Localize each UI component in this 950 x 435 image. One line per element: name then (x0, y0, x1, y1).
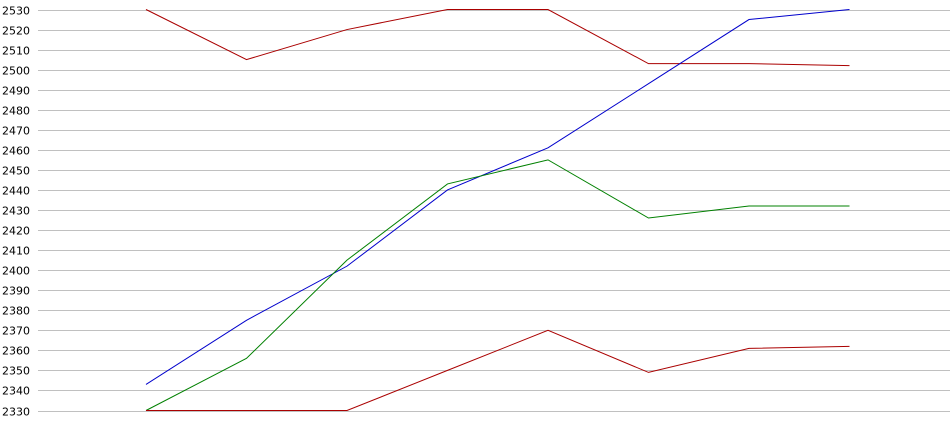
y-tick-label: 2370 (2, 325, 30, 338)
y-tick-label: 2340 (2, 385, 30, 398)
y-tick-label: 2490 (2, 85, 30, 98)
y-tick-label: 2360 (2, 345, 30, 358)
series-line-3 (145, 159, 850, 411)
y-tick-label: 2420 (2, 225, 30, 238)
y-tick-label: 2520 (2, 25, 30, 38)
y-tick-label: 2510 (2, 45, 30, 58)
y-tick-label: 2480 (2, 105, 30, 118)
y-tick-label: 2380 (2, 305, 30, 318)
series-lines (145, 9, 850, 411)
y-tick-label: 2530 (2, 5, 30, 18)
y-tick-label: 2430 (2, 205, 30, 218)
y-tick-label: 2500 (2, 65, 30, 78)
y-tick-label: 2350 (2, 365, 30, 378)
y-tick-label: 2330 (2, 406, 30, 419)
y-tick-label: 2390 (2, 285, 30, 298)
series-line-2 (145, 9, 850, 385)
y-axis-tick-labels: 2330 2340 2350 2360 2370 2380 2390 2400 2410 2420… (2, 5, 30, 419)
series-line-4 (146, 329, 850, 411)
y-tick-label: 2440 (2, 185, 30, 198)
y-tick-label: 2410 (2, 245, 30, 258)
y-tick-label: 2400 (2, 265, 30, 278)
series-line-1 (145, 9, 850, 67)
y-tick-label: 2450 (2, 165, 30, 178)
y-tick-label: 2470 (2, 125, 30, 138)
y-tick-label: 2460 (2, 145, 30, 158)
